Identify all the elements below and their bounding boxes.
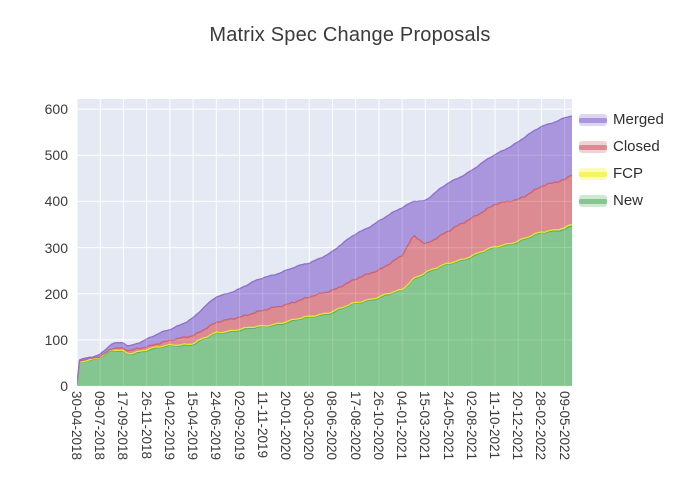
legend-swatch-new-icon <box>579 195 607 207</box>
x-axis-tick-label: 26-11-2018 <box>138 391 154 460</box>
x-axis-tick-label: 09-07-2018 <box>92 391 108 461</box>
legend-label-merged: Merged <box>613 111 664 128</box>
x-axis-tick-label: 30-03-2020 <box>301 391 317 461</box>
x-axis-tick-label: 17-09-2018 <box>115 391 131 461</box>
x-axis-tick-label: 09-05-2022 <box>556 391 572 461</box>
legend-label-closed: Closed <box>613 138 660 155</box>
x-axis-tick-label: 11-10-2021 <box>487 391 503 460</box>
y-axis-tick-label: 600 <box>44 101 68 118</box>
plot-area[interactable] <box>76 99 573 387</box>
legend-swatch-fcp-icon <box>579 168 607 180</box>
x-axis-tick-label: 24-05-2021 <box>440 391 456 461</box>
y-axis-tick-label: 400 <box>44 193 68 210</box>
legend-swatch-merged-icon <box>579 114 607 126</box>
stacked-area-chart[interactable] <box>76 99 573 387</box>
x-axis-tick-label: 24-06-2019 <box>208 391 224 461</box>
legend-label-fcp: FCP <box>613 165 643 182</box>
y-axis-tick-label: 0 <box>60 378 68 394</box>
x-axis-tick-label: 28-02-2022 <box>533 391 549 461</box>
y-axis-tick-label: 500 <box>44 147 68 164</box>
legend: Merged Closed FCP New <box>579 110 699 218</box>
x-axis-tick-label: 08-06-2020 <box>324 391 340 461</box>
x-axis-tick-label: 17-08-2020 <box>347 391 363 461</box>
chart-title: Matrix Spec Change Proposals <box>209 24 491 46</box>
legend-item-closed[interactable]: Closed <box>579 137 699 157</box>
x-axis-tick-label: 02-09-2019 <box>231 391 247 461</box>
x-axis-tick-label: 04-02-2019 <box>161 391 177 461</box>
x-axis-tick-label: 20-01-2020 <box>278 391 293 461</box>
x-axis-tick-label: 15-04-2019 <box>185 391 201 461</box>
x-axis-tick-label: 26-10-2020 <box>370 391 386 461</box>
x-axis-tick-label: 04-01-2021 <box>394 391 410 461</box>
x-axis-tick-label: 20-12-2021 <box>510 391 526 461</box>
legend-item-new[interactable]: New <box>579 191 699 211</box>
x-axis-tick-label: 02-08-2021 <box>463 391 479 461</box>
legend-item-merged[interactable]: Merged <box>579 110 699 130</box>
legend-item-fcp[interactable]: FCP <box>579 164 699 184</box>
y-axis-tick-label: 100 <box>44 331 68 348</box>
y-axis-tick-label: 300 <box>44 239 68 256</box>
legend-swatch-closed-icon <box>579 141 607 153</box>
y-axis-tick-label: 200 <box>44 285 68 302</box>
x-axis-tick-label: 11-11-2019 <box>254 391 270 459</box>
x-axis-tick-label: 15-03-2021 <box>417 391 433 461</box>
legend-label-new: New <box>613 192 644 209</box>
x-axis-tick-label: 30-04-2018 <box>69 391 84 461</box>
